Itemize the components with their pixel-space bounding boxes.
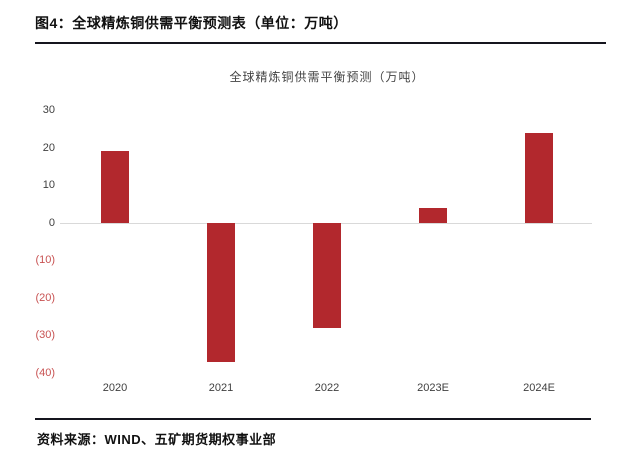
y-axis-tick-label: 20 bbox=[42, 141, 55, 154]
header-divider bbox=[35, 42, 606, 44]
bar-2022 bbox=[313, 222, 341, 328]
footer-divider bbox=[35, 418, 591, 420]
y-axis-tick-label: (40) bbox=[35, 367, 55, 379]
y-axis-tick-label: 30 bbox=[42, 104, 55, 116]
figure-caption: 图4：全球精炼铜供需平衡预测表（单位：万吨） bbox=[35, 15, 348, 31]
x-axis: 2020 2021 2022 2023E 2024E bbox=[62, 382, 592, 398]
y-axis-tick-label: (20) bbox=[35, 291, 55, 304]
x-axis-label-2024E: 2024E bbox=[523, 382, 555, 394]
y-axis: 30 20 10 0 (10) (20) (30) (40) bbox=[0, 104, 55, 379]
y-axis-tick-label: 10 bbox=[42, 179, 55, 192]
chart-title: 全球精炼铜供需平衡预测（万吨） bbox=[229, 70, 425, 84]
bar-2020 bbox=[101, 151, 129, 223]
source-note: 资料来源：WIND、五矿期货期权事业部 bbox=[37, 432, 277, 447]
x-axis-label-2021: 2021 bbox=[208, 382, 234, 394]
bar-2023E bbox=[419, 207, 447, 223]
y-axis-tick-label: (10) bbox=[35, 254, 55, 267]
bar-2024E bbox=[525, 132, 553, 223]
y-axis-tick-label: (30) bbox=[35, 329, 55, 342]
y-axis-tick-label: 0 bbox=[48, 216, 55, 229]
bar-2021 bbox=[207, 222, 235, 362]
bar-chart-plot-area bbox=[60, 110, 592, 373]
x-axis-label-2023E: 2023E bbox=[417, 382, 449, 394]
x-axis-label-2022: 2022 bbox=[314, 382, 340, 394]
x-axis-label-2020: 2020 bbox=[102, 382, 128, 394]
